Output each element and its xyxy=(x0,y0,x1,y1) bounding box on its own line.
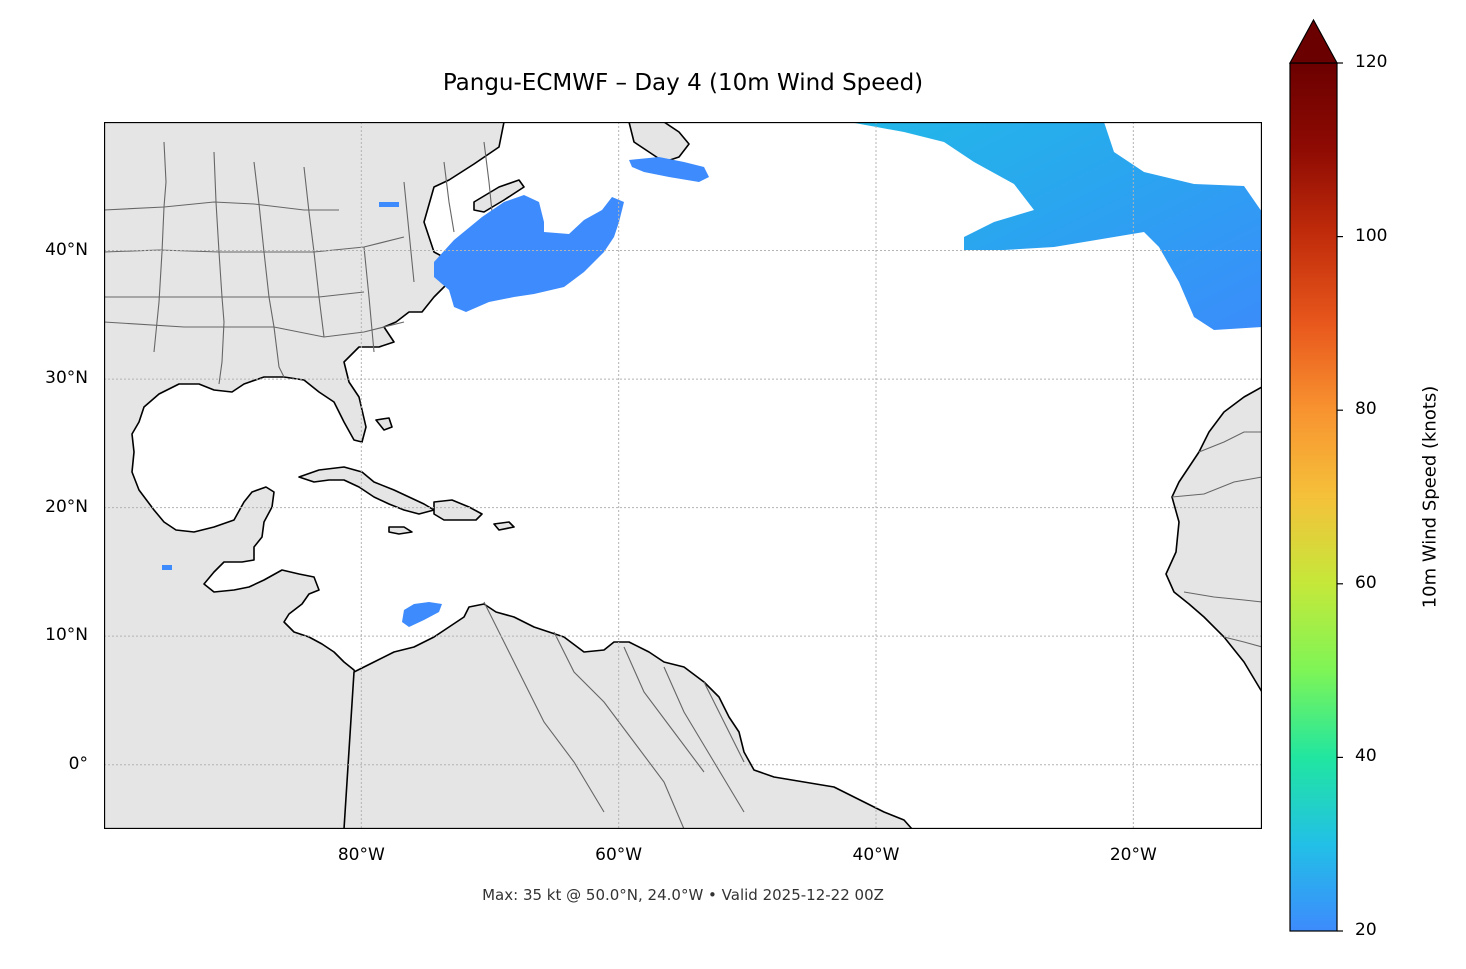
land-masses xyxy=(104,122,1262,829)
wind-area-caribbean xyxy=(402,602,442,627)
lon-tick-label-1: 60°W xyxy=(595,845,643,865)
colorbar-label: 10m Wind Speed (knots) xyxy=(1419,385,1441,609)
lat-tick-label-1: 30°N xyxy=(45,368,88,389)
colorbar-tick-label-3: 80 xyxy=(1355,399,1377,420)
gridlines xyxy=(104,122,1262,829)
colorbar-tick-label-2: 60 xyxy=(1355,572,1377,593)
lon-tick-label-3: 20°W xyxy=(1109,845,1157,865)
wind-area-great-lakes xyxy=(379,202,399,207)
map-plot[interactable] xyxy=(104,122,1262,829)
colorbar-tick-label-1: 40 xyxy=(1355,746,1377,767)
hispaniola xyxy=(433,499,483,521)
colorbar-tick-label-0: 20 xyxy=(1355,920,1377,940)
africa-landmass xyxy=(1165,386,1262,693)
newfoundland xyxy=(628,122,690,163)
jamaica xyxy=(388,526,413,535)
nova-scotia xyxy=(473,179,525,213)
cuba xyxy=(298,466,435,515)
lon-tick-label-2: 40°W xyxy=(852,845,900,865)
lat-tick-label-2: 20°N xyxy=(45,496,88,517)
lat-tick-label-4: 0° xyxy=(68,753,88,774)
colorbar-tick-label-4: 100 xyxy=(1355,225,1388,246)
wind-area-pacific-speck xyxy=(162,565,172,570)
wind-speed-field xyxy=(162,122,1262,627)
colorbar-extend-arrow xyxy=(1288,18,1339,64)
puerto-rico xyxy=(493,521,515,531)
north-america-landmass xyxy=(104,122,505,829)
lat-tick-label-3: 10°N xyxy=(45,625,88,646)
map-border xyxy=(104,122,1262,829)
wind-area-northeast-atlantic xyxy=(849,122,1262,330)
wind-area-gulf-of-st-lawrence xyxy=(629,157,709,182)
lon-tick-label-0: 80°W xyxy=(337,845,385,865)
colorbar-tick-label-5: 120 xyxy=(1355,52,1388,72)
wind-area-off-us-east-coast xyxy=(434,195,624,312)
bahamas xyxy=(375,417,393,431)
max-wind-footer: Max: 35 kt @ 50.0°N, 24.0°W • Valid 2025… xyxy=(482,886,884,904)
lat-tick-label-0: 40°N xyxy=(45,239,88,260)
chart-title: Pangu-ECMWF – Day 4 (10m Wind Speed) xyxy=(442,70,924,96)
colorbar xyxy=(1288,18,1343,932)
colorbar-gradient xyxy=(1289,62,1338,932)
south-america-landmass xyxy=(343,603,913,829)
